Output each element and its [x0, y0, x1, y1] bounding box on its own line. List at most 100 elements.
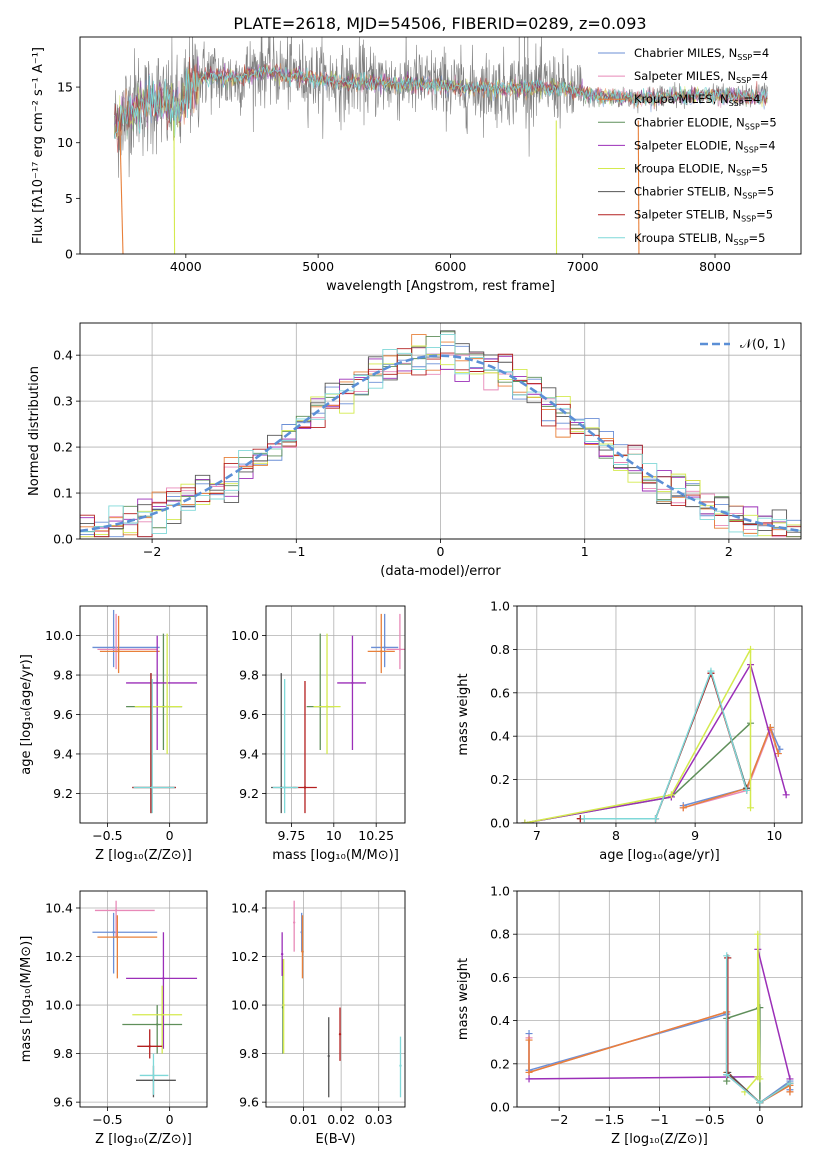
legend-label-tail: =4 [751, 69, 768, 83]
x-tick-label: 10.25 [358, 828, 394, 843]
legend-label-tail: =4 [759, 138, 776, 152]
y-tick-label: 10.4 [231, 900, 259, 915]
data-point [292, 921, 296, 924]
data-point [116, 935, 119, 939]
y-tick-label: 9.6 [239, 707, 259, 722]
data-point [162, 977, 165, 980]
data-point-marker [525, 1075, 533, 1083]
series-line-salpeter-elodie [524, 662, 787, 823]
data-point [114, 648, 118, 651]
legend-label-subscript: SSP [736, 76, 751, 85]
data-point [338, 1032, 342, 1036]
data-point [399, 1064, 402, 1067]
y-tick-label: 9.2 [239, 786, 259, 801]
x-tick-label: 0 [437, 544, 445, 559]
y-tick-label: 10.0 [231, 628, 259, 643]
plot-area [92, 900, 198, 1098]
data-point [117, 650, 120, 653]
legend: 𝒩(0, 1) [700, 336, 786, 351]
data-point [114, 909, 118, 912]
data-point [303, 786, 307, 789]
legend-label-text: Chabrier ELODIE, N [634, 115, 745, 129]
data-point-marker [580, 815, 588, 823]
x-tick-label: 0.01 [290, 1112, 318, 1127]
x-tick-label: −0.5 [694, 1112, 724, 1127]
data-point [160, 1013, 164, 1016]
legend-label-tail: =5 [757, 185, 774, 199]
data-point-marker [786, 1088, 794, 1096]
x-axis-label: wavelength [Angstrom, rest frame] [326, 279, 555, 294]
legend-label-subscript: SSP [736, 169, 751, 178]
legend-label: Salpeter STELIB, NSSP=5 [634, 208, 773, 224]
plot-area [525, 930, 794, 1107]
y-tick-label: 0.2 [490, 772, 510, 787]
x-tick-label: 9.75 [278, 828, 306, 843]
data-point-marker [679, 804, 687, 812]
data-point-marker [774, 750, 782, 758]
x-tick-label: 8 [612, 828, 620, 843]
data-point-marker [525, 1036, 533, 1044]
legend-label-text: Chabrier MILES, N [634, 46, 737, 60]
data-point [165, 705, 169, 708]
data-point [283, 786, 286, 789]
legend-label-subscript: SSP [737, 53, 752, 62]
series-line-chabrier-elodie [524, 722, 752, 823]
legend-label: Kroupa ELODIE, NSSP=5 [634, 162, 768, 178]
data-point [327, 1054, 330, 1058]
y-tick-label: 9.8 [239, 668, 259, 683]
axes-frame [79, 890, 208, 1108]
x-tick-label: 7 [533, 828, 541, 843]
y-tick-label: 9.8 [239, 1046, 259, 1061]
legend-label-text: Salpeter STELIB, N [634, 208, 741, 222]
x-tick-label: −0.5 [92, 1112, 122, 1127]
legend-label-subscript: SSP [742, 192, 757, 201]
data-point-marker [756, 1075, 764, 1083]
data-point [155, 681, 159, 685]
data-point-marker [667, 791, 675, 799]
plot-area [80, 330, 801, 539]
x-tick-label: −1.5 [594, 1112, 624, 1127]
plot-area [280, 900, 402, 1098]
y-tick-label: 10.0 [45, 628, 73, 643]
data-point [383, 646, 386, 649]
y-tick-label: 0.6 [490, 970, 510, 985]
y-tick-label: 0.0 [490, 816, 510, 831]
legend-label-subscript: SSP [745, 122, 760, 131]
y-axis-label: Normed distribution [27, 366, 42, 496]
y-tick-label: 10.0 [45, 998, 73, 1013]
legend-label-tail: =4 [744, 92, 761, 106]
x-axis-label: Z [log₁₀(Z/Z⊙)] [611, 1132, 708, 1147]
legend-label-tail: =4 [752, 46, 769, 60]
x-axis-label: age [log₁₀(age/yr)] [599, 848, 720, 863]
normal-distribution-curve [80, 354, 801, 533]
y-tick-label: 9.8 [53, 1046, 73, 1061]
y-tick-label: 10.2 [45, 949, 73, 964]
y-tick-label: 9.4 [239, 746, 259, 761]
data-point-marker [747, 804, 755, 812]
mass-vs-ebv-panel: 0.01 0.02 0.03 9.6 9.8 10.0 10.2 10.4 E(B-V) [231, 890, 406, 1147]
x-tick-label: 9 [691, 828, 699, 843]
series-line-kroupa-elodie [744, 934, 761, 1093]
y-tick-label: 0.6 [490, 685, 510, 700]
x-tick-label: 10 [326, 828, 342, 843]
legend-label-tail: =5 [749, 231, 766, 245]
y-tick-label: 0.8 [490, 642, 510, 657]
x-tick-label: 8000 [699, 259, 731, 274]
y-tick-label: 5 [65, 191, 73, 206]
y-tick-label: 0.4 [490, 1013, 510, 1028]
age-vs-metallicity-panel: −0.5 0 9.2 9.4 9.6 9.8 10.0 Z [log₁₀(Z/Z⊙)] age … [19, 605, 208, 863]
x-tick-label: −0.5 [92, 828, 122, 843]
data-point [112, 931, 115, 934]
legend-label: Chabrier STELIB, NSSP=5 [634, 185, 774, 201]
y-axis-label: Flux [fλ10⁻¹⁷ erg cm⁻² s⁻¹ A⁻¹] [31, 47, 46, 244]
model-dropout-line [637, 120, 640, 254]
data-point [398, 648, 402, 651]
age-vs-mass-panel: 9.75 10 10.25 9.2 9.4 9.6 9.8 10.0 mass [log₁₀(M… [231, 605, 406, 863]
plot-area [114, 37, 768, 254]
legend-label-tail: =5 [751, 162, 768, 176]
data-point-marker [782, 791, 790, 799]
legend-label-text: Chabrier STELIB, N [634, 185, 742, 199]
y-tick-label: 0 [65, 247, 73, 262]
